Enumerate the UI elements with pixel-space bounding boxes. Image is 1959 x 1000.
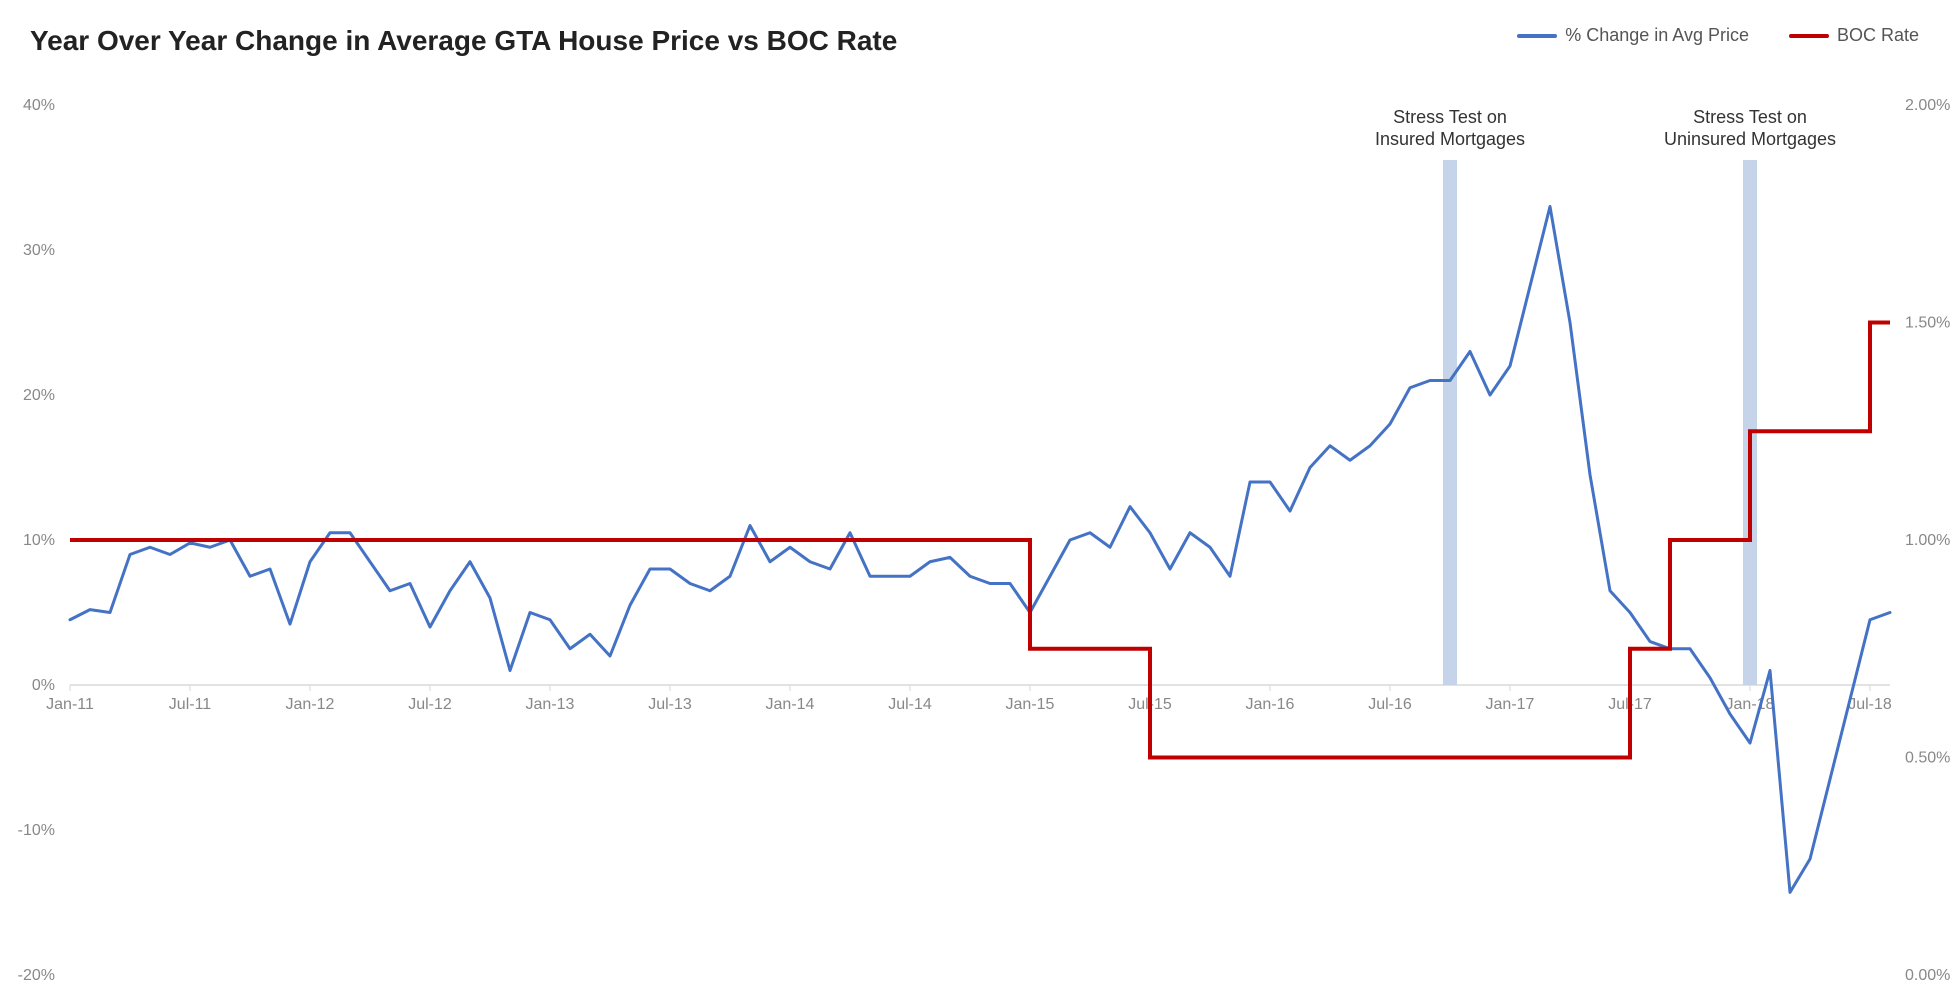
x-tick-label: Jul-14 [888,696,932,713]
x-tick-label: Jan-13 [526,696,575,713]
annotation-band [1443,160,1457,685]
chart-container: Year Over Year Change in Average GTA Hou… [0,0,1959,1000]
chart-title: Year Over Year Change in Average GTA Hou… [30,25,897,57]
x-tick-label: Jan-16 [1246,696,1295,713]
legend-swatch-boc [1789,34,1829,38]
x-tick-label: Jan-14 [766,696,815,713]
annotation-text: Insured Mortgages [1375,129,1525,149]
y-right-tick-label: 2.00% [1905,97,1950,114]
x-tick-label: Jan-11 [46,696,94,713]
x-tick-label: Jul-12 [408,696,452,713]
x-tick-label: Jan-12 [286,696,335,713]
x-tick-label: Jul-13 [648,696,692,713]
y-left-tick-label: -20% [18,967,55,984]
x-tick-label: Jan-15 [1006,696,1055,713]
series-boc-line [70,323,1890,758]
y-right-tick-label: 1.00% [1905,532,1950,549]
legend-item-boc: BOC Rate [1789,25,1919,46]
y-left-tick-label: -10% [18,822,55,839]
x-tick-label: Jan-18 [1726,696,1775,713]
annotation-text: Uninsured Mortgages [1664,129,1836,149]
y-right-tick-label: 0.00% [1905,967,1950,984]
x-tick-label: Jan-17 [1486,696,1535,713]
y-right-tick-label: 1.50% [1905,315,1950,332]
legend-swatch-price [1517,34,1557,38]
y-left-tick-label: 0% [32,677,55,694]
annotation-text: Stress Test on [1693,107,1807,127]
x-tick-label: Jul-11 [169,696,211,713]
y-left-tick-label: 40% [23,97,55,114]
y-left-tick-label: 20% [23,387,55,404]
annotation-band [1743,160,1757,685]
legend-label-boc: BOC Rate [1837,25,1919,46]
series-price-line [70,207,1890,893]
x-tick-label: Jul-16 [1368,696,1412,713]
y-left-tick-label: 10% [23,532,55,549]
y-left-tick-label: 30% [23,242,55,259]
legend: % Change in Avg Price BOC Rate [1517,25,1919,46]
y-right-tick-label: 0.50% [1905,750,1950,767]
x-tick-label: Jul-18 [1848,696,1892,713]
plot-area: Jan-11Jul-11Jan-12Jul-12Jan-13Jul-13Jan-… [70,105,1890,975]
legend-item-price: % Change in Avg Price [1517,25,1749,46]
legend-label-price: % Change in Avg Price [1565,25,1749,46]
annotation-text: Stress Test on [1393,107,1507,127]
